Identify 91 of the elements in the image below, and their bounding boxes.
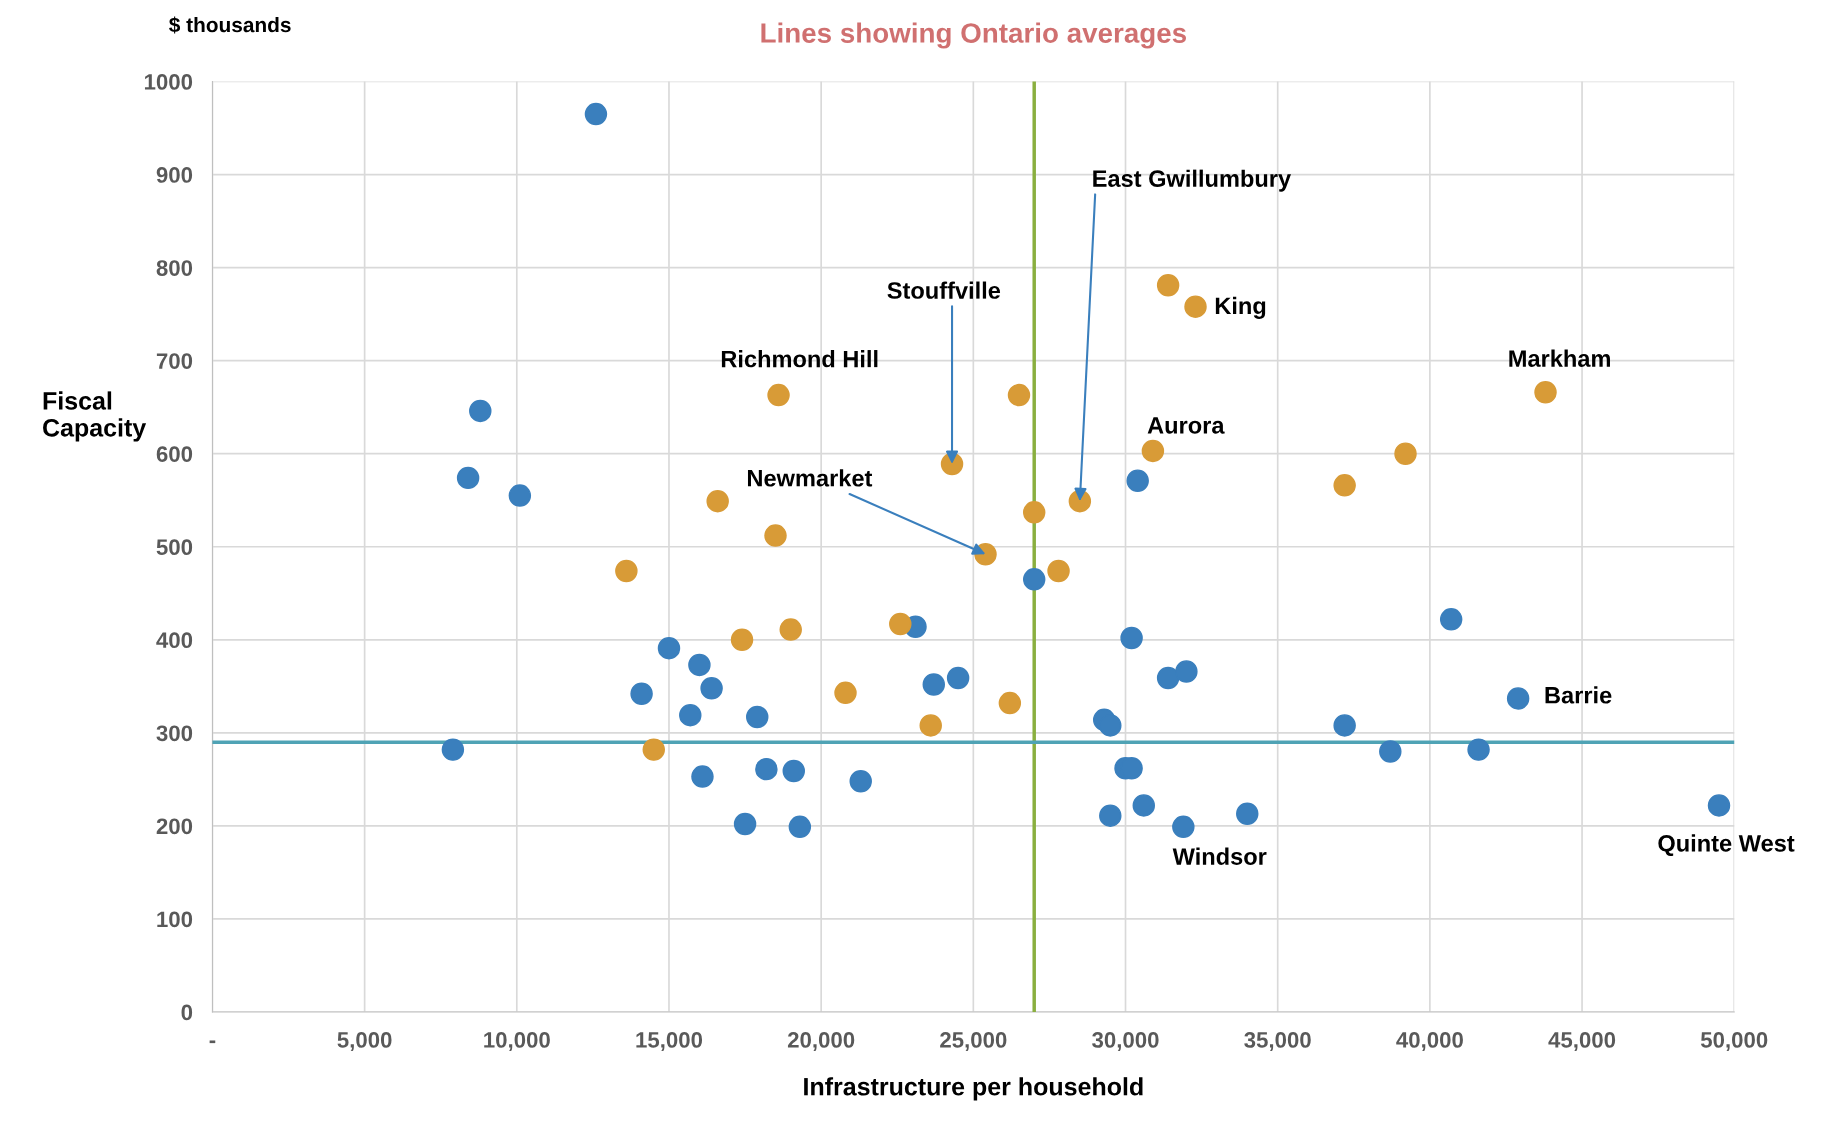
point [1439,608,1463,631]
point [1534,381,1557,404]
point [1184,295,1207,318]
x-tick-label: 50,000 [1700,1032,1768,1051]
x-tick-label: 10,000 [484,1032,550,1051]
x-axis-title: Infrastructure per household [804,1077,1143,1101]
point [998,691,1022,715]
point [1175,660,1198,683]
y-tick-label: 900 [156,167,193,183]
point [1707,794,1731,817]
x-tick-label: 5,000 [337,1032,392,1051]
y-tick-label: 600 [156,446,193,462]
y-tick-label: 1000 [144,74,193,90]
text: $ thousands [169,16,291,34]
point [746,705,769,729]
point [1099,804,1122,827]
y-tick-label: 400 [156,632,193,649]
x-tick-label: - [209,1040,216,1044]
point [733,812,757,836]
annotation: Markham [1509,349,1610,367]
point [1022,568,1046,591]
point [767,383,790,407]
point [630,682,653,706]
point [849,770,872,793]
annotation: Aurora [1147,417,1225,434]
point [1120,626,1143,650]
point [1141,439,1165,463]
y-tick-label: 700 [156,353,193,369]
point [456,466,480,490]
point [788,815,812,839]
point [469,399,492,423]
chart-title: Lines showing Ontario averages [761,22,1187,49]
x-tick-label: 20,000 [787,1032,855,1051]
point [508,484,532,507]
x-tick-label: 30,000 [1092,1032,1159,1051]
annotation: Richmond Hill [721,350,878,368]
point [657,636,681,660]
point [1156,274,1180,297]
point [755,757,778,781]
annotation: Barrie [1545,686,1612,704]
point [1333,714,1356,737]
point [1007,383,1031,407]
point [1047,559,1070,583]
point [764,524,787,547]
x-tick-label: 45,000 [1548,1032,1616,1051]
point [919,714,942,737]
point [782,759,805,783]
point [1467,738,1490,761]
point [1172,815,1195,839]
y-axis-title: Fiscal Capacity [43,391,147,442]
point [441,738,465,761]
point [679,703,702,727]
x-tick-label: 35,000 [1244,1032,1311,1051]
point [1022,501,1046,524]
point [1126,469,1149,492]
annotation: Stouffville [887,281,1001,299]
x-tick-label: 25,000 [940,1032,1007,1051]
point [691,765,714,788]
annotation: King [1215,296,1266,319]
point [1506,687,1530,710]
y-tick-label: 0 [181,1004,193,1021]
x-tick-label: 40,000 [1396,1032,1463,1051]
point [1333,474,1356,497]
point [922,673,945,696]
point [1236,802,1259,826]
point [706,489,729,513]
y-tick-label: 800 [156,260,193,276]
y-tick-label: 200 [156,818,193,835]
x-tick-label: 15,000 [636,1032,703,1051]
point [688,653,711,677]
annotation: East Gwillumbury [1093,169,1291,192]
point [1156,666,1180,690]
y-tick-label: 300 [156,725,193,742]
point [642,738,665,761]
y-tick-label: 500 [156,539,193,556]
point [1379,740,1402,763]
point [1099,714,1122,737]
annotation: Newmarket [747,469,873,487]
point [730,628,754,652]
point [615,559,638,583]
point [1132,794,1156,817]
y-tick-label: 100 [157,911,193,928]
point [889,612,912,636]
point [1394,442,1417,465]
annotation: Windsor [1172,847,1267,865]
point [946,666,970,690]
annotation: Quinte West [1658,834,1795,857]
point [584,102,608,126]
point [700,676,723,700]
point [779,618,802,641]
point [834,681,857,705]
